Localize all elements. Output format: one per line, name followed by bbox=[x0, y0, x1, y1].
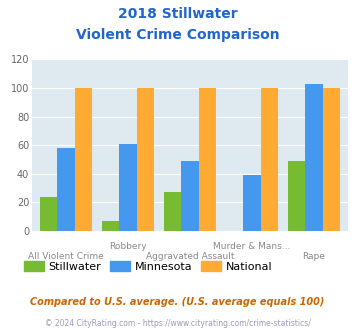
Text: Robbery: Robbery bbox=[109, 243, 147, 251]
Bar bbox=[40, 197, 58, 231]
Bar bbox=[102, 221, 119, 231]
Bar bbox=[58, 148, 75, 231]
Bar bbox=[243, 175, 261, 231]
Text: © 2024 CityRating.com - https://www.cityrating.com/crime-statistics/: © 2024 CityRating.com - https://www.city… bbox=[45, 319, 310, 328]
Text: Aggravated Assault: Aggravated Assault bbox=[146, 252, 234, 261]
Text: All Violent Crime: All Violent Crime bbox=[28, 252, 104, 261]
Bar bbox=[288, 161, 305, 231]
Bar bbox=[164, 192, 181, 231]
Text: Violent Crime Comparison: Violent Crime Comparison bbox=[76, 28, 279, 42]
Bar bbox=[305, 84, 322, 231]
Text: Murder & Mans...: Murder & Mans... bbox=[213, 243, 290, 251]
Bar bbox=[198, 88, 216, 231]
Text: Compared to U.S. average. (U.S. average equals 100): Compared to U.S. average. (U.S. average … bbox=[30, 297, 325, 307]
Bar bbox=[261, 88, 278, 231]
Text: Rape: Rape bbox=[302, 252, 325, 261]
Bar bbox=[137, 88, 154, 231]
Bar bbox=[75, 88, 92, 231]
Bar bbox=[181, 161, 198, 231]
Bar bbox=[322, 88, 340, 231]
Text: 2018 Stillwater: 2018 Stillwater bbox=[118, 7, 237, 20]
Bar bbox=[119, 144, 137, 231]
Legend: Stillwater, Minnesota, National: Stillwater, Minnesota, National bbox=[20, 257, 277, 277]
